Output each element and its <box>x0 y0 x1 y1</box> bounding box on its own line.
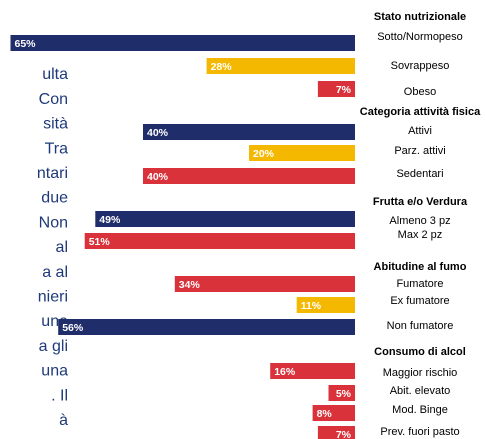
category-label: Sovrappeso <box>391 60 450 72</box>
bar <box>95 211 356 227</box>
value-label: 40% <box>147 127 169 139</box>
bar <box>317 81 355 97</box>
value-label: 7% <box>336 429 352 439</box>
category-label: Maggior rischio <box>383 367 458 379</box>
category-label: Ex fumatore <box>390 295 449 307</box>
group-title: Frutta e/o Verdura <box>373 196 468 208</box>
value-label: 28% <box>211 61 233 73</box>
group-title: Stato nutrizionale <box>374 11 466 23</box>
paragraph-fragment: Non <box>39 214 68 231</box>
bar <box>312 405 355 421</box>
category-label: Attivi <box>408 125 432 137</box>
category-label: Fumatore <box>396 278 443 290</box>
paragraph-fragment: al <box>56 239 68 256</box>
category-label: Sedentari <box>396 168 443 180</box>
paragraph-fragment: a al <box>42 264 68 281</box>
bar <box>143 168 355 184</box>
paragraph-fragment: à <box>59 412 68 429</box>
paragraph-fragment: . Il <box>51 387 68 404</box>
paragraph-fragment: sità <box>43 116 68 133</box>
paragraph-fragment: Tra <box>45 140 69 157</box>
paragraph-fragment: Con <box>39 91 68 108</box>
bar <box>206 58 355 74</box>
bar <box>317 426 355 439</box>
paragraph-fragment: ntari <box>37 165 68 182</box>
bar <box>10 35 355 51</box>
bar <box>84 233 355 249</box>
value-label: 65% <box>15 38 37 50</box>
bar <box>174 276 355 292</box>
bar <box>328 385 355 401</box>
value-label: 7% <box>336 84 352 96</box>
bar <box>249 145 355 161</box>
value-label: 11% <box>301 300 322 312</box>
paragraph-fragment: due <box>41 190 68 207</box>
category-label: Parz. attivi <box>394 145 445 157</box>
value-label: 5% <box>336 388 352 400</box>
category-label: Non fumatore <box>387 320 454 332</box>
group-title: Abitudine al fumo <box>374 261 467 273</box>
bar <box>143 124 355 140</box>
value-label: 20% <box>253 148 275 160</box>
paragraph-fragment: ulta <box>42 66 68 83</box>
bar <box>58 319 355 335</box>
category-label: Abit. elevato <box>390 385 451 397</box>
value-label: 40% <box>147 171 169 183</box>
value-label: 34% <box>179 279 201 291</box>
paragraph-fragment: una <box>41 363 68 380</box>
category-label: Almeno 3 pz <box>389 215 450 227</box>
value-label: 49% <box>99 214 121 226</box>
category-label: Mod. Binge <box>392 404 448 416</box>
category-label: Max 2 pz <box>398 229 443 241</box>
value-label: 16% <box>274 366 296 378</box>
value-label: 51% <box>89 236 111 248</box>
value-label: 56% <box>62 322 84 334</box>
group-title: Consumo di alcol <box>374 346 466 358</box>
bar <box>270 363 355 379</box>
category-label: Obeso <box>404 86 436 98</box>
category-label: Prev. fuori pasto <box>380 426 459 438</box>
value-label: 8% <box>317 408 333 420</box>
category-label: Sotto/Normopeso <box>377 31 463 43</box>
paragraph-fragment: a gli <box>39 338 68 355</box>
bar <box>296 297 355 313</box>
paragraph-fragment: nieri <box>38 289 68 306</box>
group-title: Categoria attività fisica <box>360 106 481 118</box>
